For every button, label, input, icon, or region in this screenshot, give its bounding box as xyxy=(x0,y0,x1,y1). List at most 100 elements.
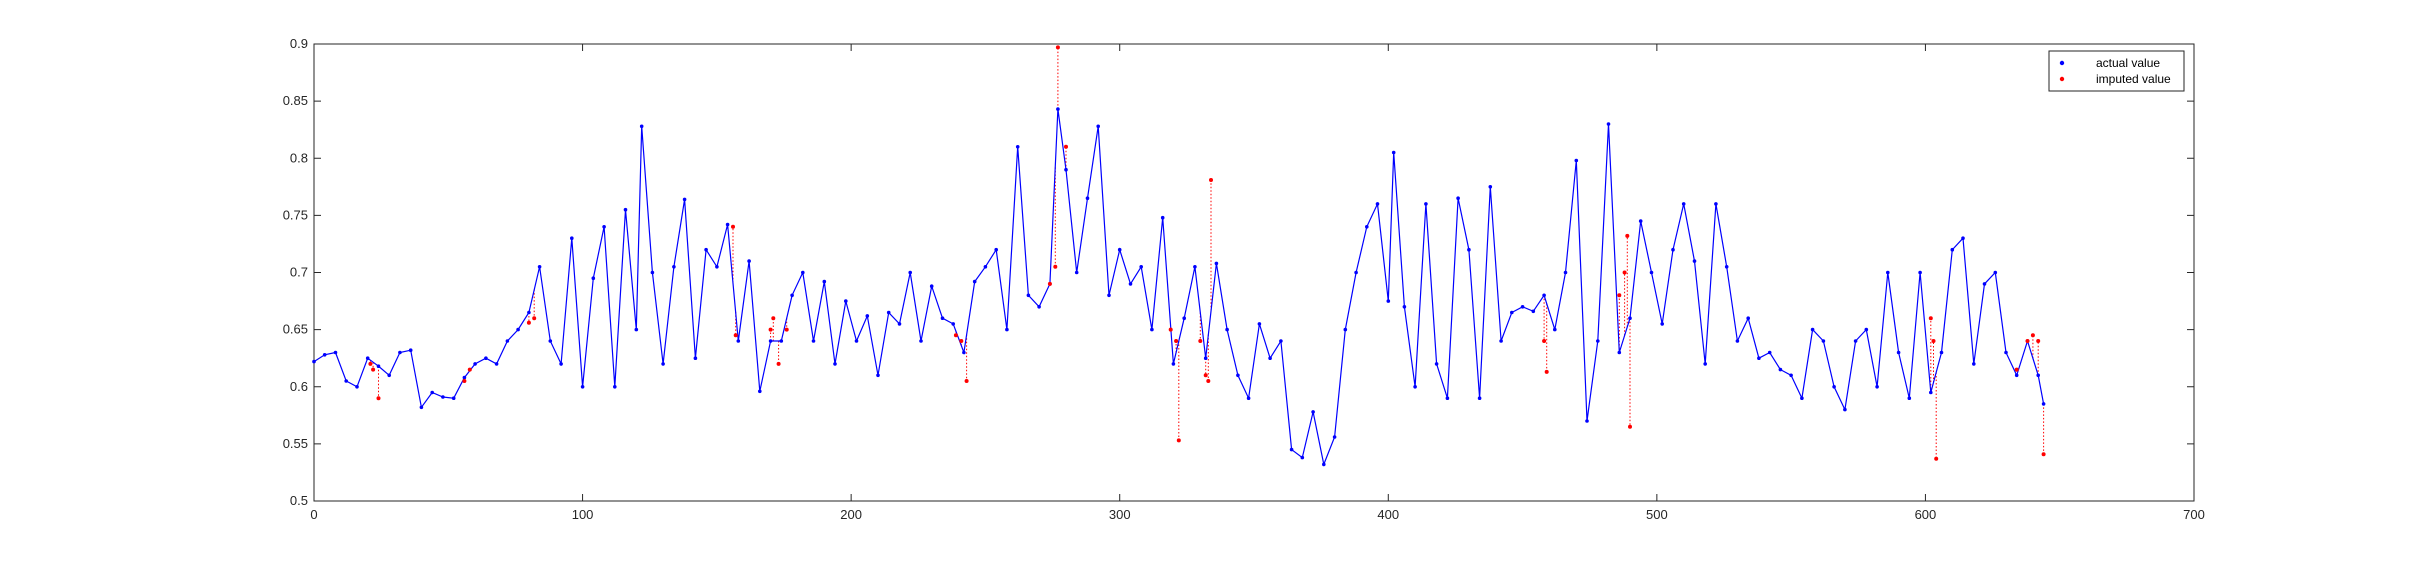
imputed-point-1 xyxy=(371,367,376,372)
y-tick-labels: 0.5 0.55 0.6 0.65 0.7 0.75 0.8 0.85 0.9 xyxy=(283,36,308,508)
imputed-point-25 xyxy=(1206,379,1211,383)
actual-point-64 xyxy=(994,247,998,252)
actual-point-21 xyxy=(537,265,542,269)
actual-point-76 xyxy=(1117,247,1122,252)
actual-point-60 xyxy=(951,322,955,326)
legend-marker-actual xyxy=(2059,60,2065,66)
actual-point-92 xyxy=(1289,447,1294,452)
imputed-point-29 xyxy=(1617,293,1622,298)
actual-point-59 xyxy=(940,316,945,321)
y-tick-label-3: 0.65 xyxy=(283,322,308,337)
imputed-point-16 xyxy=(1047,281,1052,286)
actual-point-71 xyxy=(1064,167,1068,172)
legend: actual value imputed value xyxy=(2048,50,2185,92)
actual-point-128 xyxy=(1671,247,1675,252)
actual-point-106 xyxy=(1434,362,1439,366)
series-markers-actual-value xyxy=(312,107,2046,467)
actual-point-54 xyxy=(886,310,891,315)
actual-point-48 xyxy=(822,279,827,284)
actual-point-151 xyxy=(1918,270,1922,275)
actual-point-157 xyxy=(1982,282,1987,286)
actual-point-35 xyxy=(682,197,687,202)
actual-point-147 xyxy=(1875,385,1879,389)
actual-point-74 xyxy=(1096,124,1100,129)
imputed-point-22 xyxy=(1176,438,1181,443)
actual-point-87 xyxy=(1236,373,1240,378)
actual-point-47 xyxy=(811,339,816,343)
actual-point-5 xyxy=(365,356,370,361)
imputed-point-18 xyxy=(1055,45,1060,50)
actual-point-70 xyxy=(1056,107,1060,111)
actual-point-134 xyxy=(1735,339,1740,343)
actual-point-57 xyxy=(919,339,923,343)
actual-point-61 xyxy=(962,350,966,355)
actual-point-9 xyxy=(408,348,413,353)
actual-point-159 xyxy=(2004,350,2008,355)
actual-point-150 xyxy=(1907,396,1912,401)
y-tick-label-1: 0.55 xyxy=(283,436,308,451)
x-tick-label-2: 200 xyxy=(840,507,862,522)
actual-point-34 xyxy=(672,265,676,269)
actual-point-115 xyxy=(1531,309,1536,314)
actual-point-91 xyxy=(1279,339,1283,343)
actual-point-58 xyxy=(929,284,934,289)
actual-point-158 xyxy=(1993,270,1998,275)
actual-point-18 xyxy=(505,339,510,343)
actual-point-130 xyxy=(1692,259,1697,263)
imputed-point-21 xyxy=(1174,339,1179,343)
actual-point-6 xyxy=(376,364,381,369)
imputed-point-5 xyxy=(526,320,531,325)
actual-point-15 xyxy=(473,362,477,366)
actual-point-25 xyxy=(580,385,585,389)
actual-point-108 xyxy=(1456,196,1460,200)
actual-point-37 xyxy=(704,247,708,252)
actual-point-163 xyxy=(2041,402,2046,406)
actual-point-129 xyxy=(1681,202,1686,206)
imputed-point-10 xyxy=(771,316,776,321)
actual-point-67 xyxy=(1026,293,1031,298)
actual-point-63 xyxy=(983,265,988,269)
actual-point-31 xyxy=(639,124,644,129)
imputed-point-19 xyxy=(1064,144,1068,149)
actual-point-49 xyxy=(833,362,837,366)
actual-point-80 xyxy=(1160,215,1165,220)
actual-point-51 xyxy=(854,339,859,343)
actual-point-123 xyxy=(1617,350,1622,355)
actual-point-113 xyxy=(1510,310,1514,315)
actual-point-0 xyxy=(312,359,316,364)
legend-label-actual: actual value xyxy=(2096,56,2160,70)
imputed-point-12 xyxy=(784,327,789,332)
actual-point-105 xyxy=(1424,202,1428,206)
actual-point-143 xyxy=(1832,385,1836,389)
actual-point-125 xyxy=(1638,219,1643,223)
imputed-point-28 xyxy=(1544,369,1549,374)
imputed-point-26 xyxy=(1209,178,1213,182)
imputed-point-39 xyxy=(2036,339,2041,343)
imputed-point-2 xyxy=(376,396,381,401)
actual-point-38 xyxy=(715,265,719,269)
imputed-point-3 xyxy=(462,379,467,383)
y-tick-label-2: 0.6 xyxy=(290,379,308,394)
actual-point-89 xyxy=(1257,322,1262,326)
actual-point-13 xyxy=(451,396,456,401)
actual-point-3 xyxy=(344,379,349,383)
imputed-point-0 xyxy=(368,361,373,366)
x-tick-label-3: 300 xyxy=(1109,507,1131,522)
imputed-point-17 xyxy=(1053,264,1058,269)
actual-point-30 xyxy=(634,327,639,332)
actual-point-73 xyxy=(1085,196,1090,200)
imputed-point-38 xyxy=(2030,333,2035,338)
actual-point-119 xyxy=(1574,158,1579,163)
y-tick-label-6: 0.8 xyxy=(290,150,308,165)
imputed-point-11 xyxy=(776,361,781,366)
actual-point-4 xyxy=(355,385,359,389)
x-tick-label-1: 100 xyxy=(572,507,594,522)
legend-label-imputed: imputed value xyxy=(2096,72,2171,86)
y-tick-label-5: 0.75 xyxy=(283,207,308,222)
imputed-point-37 xyxy=(2025,339,2030,343)
actual-point-103 xyxy=(1402,305,1407,309)
actual-point-148 xyxy=(1886,270,1890,275)
actual-point-153 xyxy=(1939,350,1944,355)
actual-point-29 xyxy=(623,207,628,212)
actual-point-53 xyxy=(876,373,880,378)
